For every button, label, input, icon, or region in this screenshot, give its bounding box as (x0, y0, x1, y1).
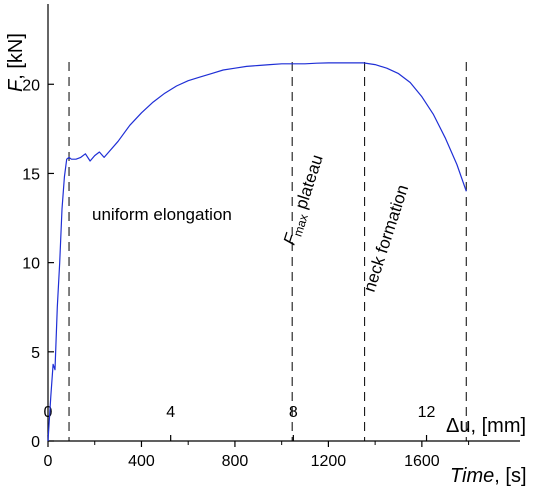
displacement-axis-title: Δu, [mm] (446, 415, 526, 437)
y-tick-label: 15 (22, 166, 40, 183)
x-tick-label: 1600 (404, 453, 440, 470)
annotation-fmax-rest: plateau (290, 152, 327, 215)
annotation-uniform-elongation: uniform elongation (92, 205, 232, 224)
annotation-neck-formation: neck formation (360, 182, 413, 294)
series (47, 62, 467, 442)
y-tick-label: 0 (31, 434, 40, 451)
displacement-tick-label: 4 (166, 404, 175, 421)
y-axis-unit: , [kN] (5, 33, 27, 80)
displacement-tick-label: 8 (289, 404, 298, 421)
x-axis-ticks: 0 400 800 1200 1600 (44, 441, 470, 470)
displacement-tick-label: 0 (44, 404, 53, 421)
x-tick-label: 1200 (311, 453, 347, 470)
y-axis-symbol: F (5, 78, 27, 92)
displacement-axis-ticks: 0 4 8 12 (44, 404, 436, 441)
y-tick-label: 10 (22, 256, 40, 273)
y-tick-label: 20 (22, 77, 40, 94)
x-tick-label: 0 (44, 453, 53, 470)
y-axis-ticks: 0 5 10 15 20 (22, 77, 54, 451)
x-axis-title: Time, [s] (450, 465, 527, 487)
y-axis-title: F, [kN] (5, 33, 27, 92)
annotation-fmax-sub: max (291, 212, 311, 238)
x-tick-label: 400 (128, 453, 155, 470)
annotation-fmax-plateau: Fmax plateau (280, 152, 330, 248)
series-line-0 (47, 62, 467, 442)
y-tick-label: 5 (31, 345, 40, 362)
displacement-tick-label: 12 (418, 404, 436, 421)
x-axis-label: Time (450, 465, 494, 487)
phase-boundaries (68, 62, 467, 441)
x-tick-label: 800 (222, 453, 249, 470)
x-axis-unit: , [s] (494, 465, 526, 487)
